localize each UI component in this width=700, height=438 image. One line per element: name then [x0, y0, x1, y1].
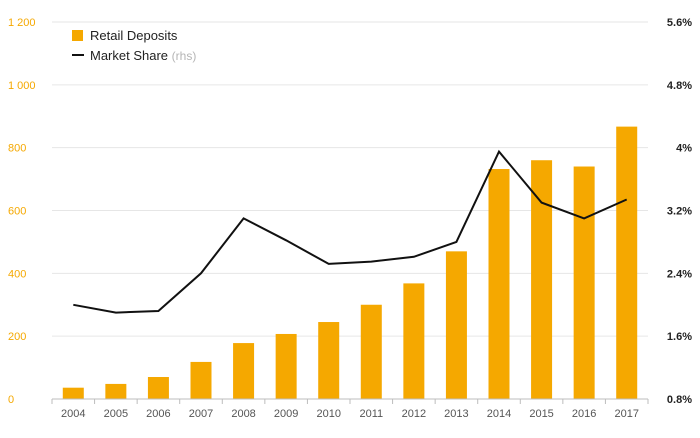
y-left-tick-label: 800: [8, 143, 26, 155]
series-line-market-share: [73, 149, 628, 314]
y-right-tick-label: 1.6%: [667, 331, 692, 343]
bar: [190, 361, 212, 399]
bar: [233, 343, 255, 399]
y-right-tick-label: 2.4%: [667, 268, 692, 280]
x-tick-label: 2017: [614, 408, 638, 420]
bar: [531, 160, 553, 399]
legend-marker-square: [72, 30, 83, 41]
x-tick-label: 2012: [402, 408, 426, 420]
y-left-tick-label: 600: [8, 206, 26, 218]
x-tick-label: 2006: [146, 408, 170, 420]
grid-lines: [52, 21, 648, 337]
bar: [616, 126, 638, 400]
x-tick-label: 2011: [359, 408, 383, 420]
bar: [105, 383, 127, 399]
y-left-tick-label: 1 000: [8, 80, 36, 92]
bar: [147, 377, 169, 399]
bar: [318, 322, 340, 399]
bar: [62, 387, 84, 399]
x-tick-label: 2009: [274, 408, 298, 420]
x-tick-label: 2007: [189, 408, 213, 420]
y-left-tick-label: 1 200: [8, 17, 36, 29]
legend-label-sub: (rhs): [172, 49, 197, 63]
x-tick-label: 2010: [316, 408, 340, 420]
y-left-tick-label: 0: [8, 394, 14, 406]
x-tick-label: 2015: [529, 408, 553, 420]
legend-label: Market Share (rhs): [90, 48, 196, 63]
legend: Retail Deposits Market Share (rhs): [72, 28, 196, 63]
axes: 0 200 400 600 800 1 000 1 200 0.8% 1.6% 2.4% 3.2% 4…: [8, 17, 692, 420]
bar: [403, 283, 425, 399]
bar: [275, 333, 297, 399]
x-tick-label: 2016: [572, 408, 596, 420]
x-tick-label: 2005: [104, 408, 128, 420]
x-tick-label: 2013: [444, 408, 468, 420]
bar: [488, 169, 510, 399]
bar: [360, 304, 382, 399]
x-tick-label: 2004: [61, 408, 85, 420]
line-series: [73, 149, 628, 314]
y-right-tick-label: 4%: [676, 143, 692, 155]
bar: [445, 251, 467, 399]
bar: [573, 166, 595, 399]
y-right-tick-label: 3.2%: [667, 206, 692, 218]
y-right-tick-label: 4.8%: [667, 80, 692, 92]
legend-label: Retail Deposits: [90, 28, 178, 43]
bar-series: [62, 126, 638, 400]
x-tick-label: 2008: [231, 408, 255, 420]
y-left-tick-label: 400: [8, 268, 26, 280]
legend-label-main: Market Share: [90, 48, 172, 63]
y-right-tick-label: 0.8%: [667, 394, 692, 406]
x-tick-label: 2014: [487, 408, 511, 420]
y-right-tick-label: 5.6%: [667, 17, 692, 29]
y-left-tick-label: 200: [8, 331, 26, 343]
